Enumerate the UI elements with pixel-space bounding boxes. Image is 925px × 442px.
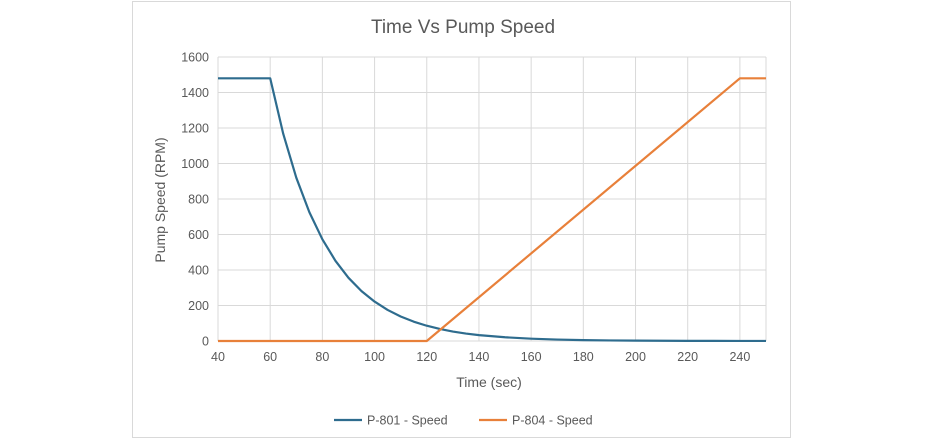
chart-area: Time Vs Pump Speed 0 200 400 600 800 1000 1200…	[152, 17, 767, 428]
y-tick-label: 0	[202, 335, 209, 349]
y-axis-title: Pump Speed (RPM)	[152, 137, 168, 262]
x-axis-title: Time (sec)	[456, 374, 522, 390]
y-tick-label: 400	[188, 264, 209, 278]
legend: P-801 - Speed P-804 - Speed	[334, 414, 593, 428]
y-tick-label: 600	[188, 228, 209, 242]
chart-title: Time Vs Pump Speed	[371, 17, 555, 38]
y-tick-label: 200	[188, 299, 209, 313]
x-tick-label: 140	[469, 350, 490, 364]
series-lines	[218, 77, 767, 343]
tick-labels: 0 200 400 600 800 1000 1200 1400 1600 40 60 80 100 12…	[181, 51, 750, 365]
x-tick-label: 80	[315, 350, 329, 364]
legend-label: P-804 - Speed	[512, 414, 593, 428]
y-tick-label: 800	[188, 193, 209, 207]
series-line-p-801-speed	[218, 77, 767, 343]
y-tick-label: 1400	[181, 86, 209, 100]
x-tick-label: 120	[416, 350, 437, 364]
gridlines	[217, 56, 767, 342]
x-tick-label: 220	[677, 350, 698, 364]
series-line-p-804-speed	[218, 77, 766, 343]
chart-frame: Time Vs Pump Speed 0 200 400 600 800 1000 1200…	[132, 1, 791, 438]
x-tick-label: 100	[364, 350, 385, 364]
x-tick-label: 160	[521, 350, 542, 364]
y-tick-label: 1200	[181, 122, 209, 136]
x-tick-label: 240	[729, 350, 750, 364]
legend-label: P-801 - Speed	[367, 414, 448, 428]
x-tick-label: 40	[211, 350, 225, 364]
y-tick-label: 1000	[181, 157, 209, 171]
x-tick-label: 180	[573, 350, 594, 364]
x-tick-label: 60	[263, 350, 277, 364]
x-tick-label: 200	[625, 350, 646, 364]
y-tick-label: 1600	[181, 51, 209, 65]
